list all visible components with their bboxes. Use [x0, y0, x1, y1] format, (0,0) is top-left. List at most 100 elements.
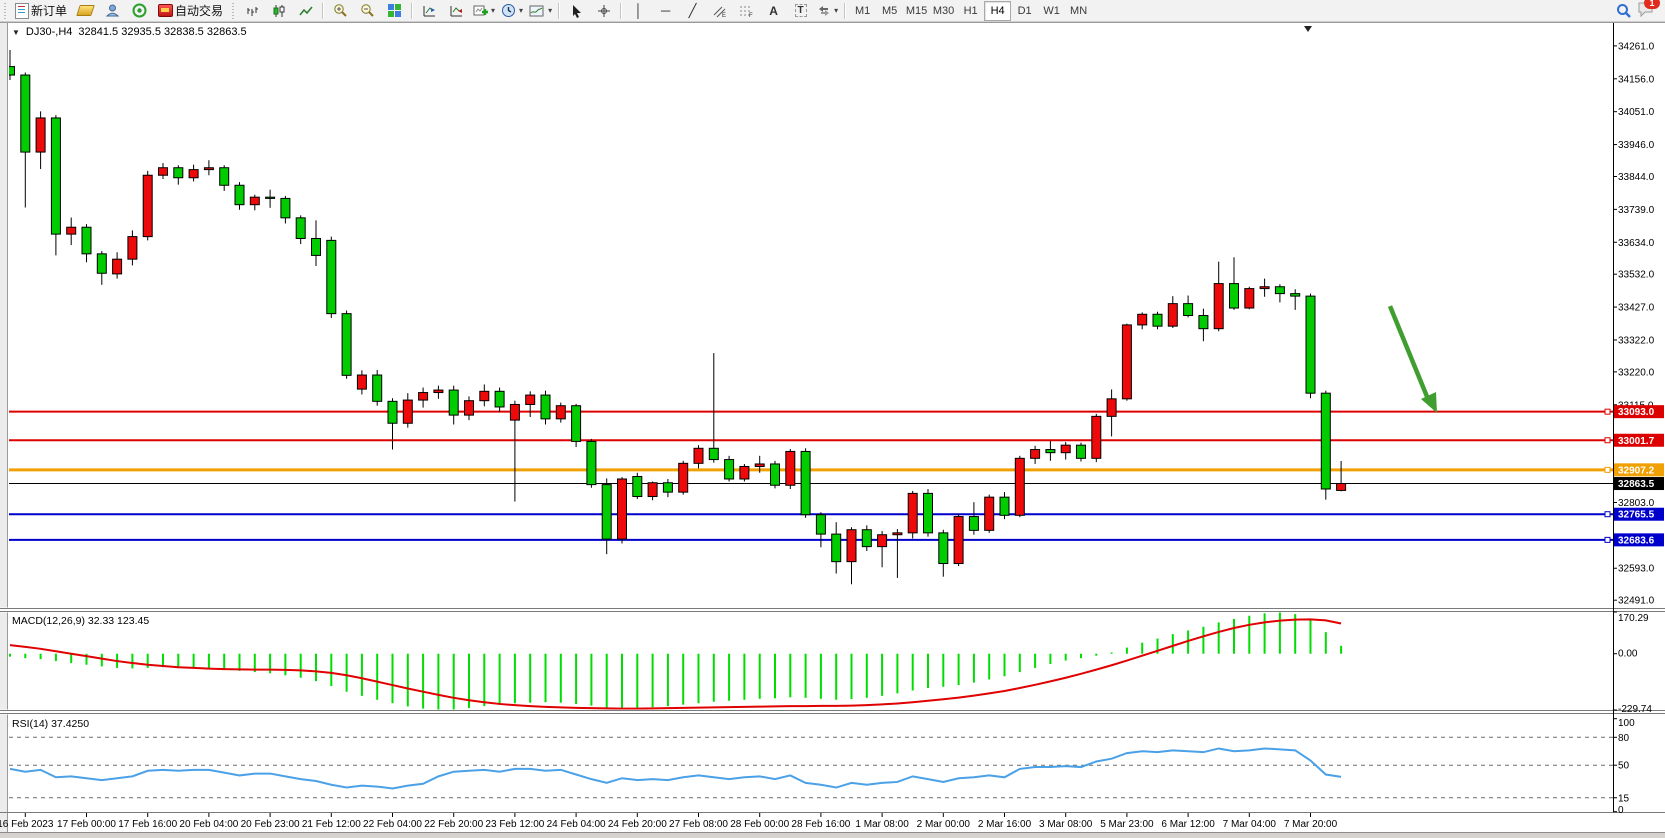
tf-m1[interactable]: M1 — [854, 4, 871, 17]
ohlc-values: 32841.5 32935.5 32838.5 32863.5 — [78, 26, 247, 38]
macd-signal-line — [9, 618, 1342, 710]
svg-text:2 Mar 16:00: 2 Mar 16:00 — [978, 819, 1032, 830]
chevron-down-icon: ▾ — [519, 6, 524, 15]
autoscroll-button[interactable] — [443, 0, 470, 21]
svg-text:7 Mar 04:00: 7 Mar 04:00 — [1223, 819, 1277, 830]
svg-text:33322.0: 33322.0 — [1618, 335, 1655, 346]
svg-text:32683.6: 32683.6 — [1618, 535, 1655, 546]
svg-text:1 Mar 08:00: 1 Mar 08:00 — [855, 819, 909, 830]
shift-marker-icon — [1304, 26, 1312, 32]
svg-text:33946.0: 33946.0 — [1618, 140, 1655, 151]
shift-end-button[interactable] — [416, 0, 443, 21]
cursor-icon — [573, 4, 582, 18]
text-tool[interactable]: A — [760, 0, 787, 21]
toolbar-drag-handle[interactable] — [230, 2, 237, 19]
window-left-edge — [0, 21, 8, 838]
candlestick-button[interactable] — [265, 0, 292, 21]
svg-text:50: 50 — [1618, 761, 1630, 772]
signal-button[interactable] — [126, 0, 153, 21]
fibonacci-tool[interactable]: F — [733, 0, 760, 21]
svg-text:80: 80 — [1618, 733, 1630, 744]
svg-text:5 Mar 23:00: 5 Mar 23:00 — [1100, 819, 1154, 830]
svg-text:20 Feb 04:00: 20 Feb 04:00 — [179, 819, 238, 830]
toolbar-drag-handle[interactable] — [2, 2, 8, 19]
svg-text:33427.0: 33427.0 — [1618, 303, 1655, 314]
tile-windows-button[interactable] — [381, 0, 408, 21]
channel-tool[interactable]: E — [706, 0, 733, 21]
template-icon — [529, 5, 544, 16]
cursor-button[interactable] — [563, 0, 590, 21]
chart-background — [0, 21, 1665, 838]
zoom-in-button[interactable] — [327, 0, 354, 21]
tf-d1[interactable]: D1 — [1017, 4, 1032, 17]
svg-text:32907.2: 32907.2 — [1618, 465, 1655, 476]
candlestick-layer — [5, 49, 1347, 585]
text-label-tool[interactable]: T — [787, 0, 814, 21]
news-button[interactable]: 1 — [1637, 0, 1660, 20]
toolbar-separator — [620, 2, 623, 19]
trendline-tool[interactable]: ╱ — [679, 0, 706, 21]
new-chart-icon — [473, 5, 489, 15]
toolbar-separator — [558, 2, 561, 19]
svg-text:E: E — [722, 13, 726, 18]
arrows-tool[interactable]: ▾ — [814, 0, 841, 21]
line-chart-icon — [298, 6, 313, 15]
tf-h1[interactable]: H1 — [963, 4, 978, 17]
zoom-out-icon — [361, 4, 374, 17]
svg-text:24 Feb 04:00: 24 Feb 04:00 — [547, 819, 606, 830]
profile-icon — [105, 4, 120, 17]
tf-h4[interactable]: H4 — [984, 0, 1012, 21]
channel-icon: E — [713, 6, 726, 18]
auto-trading-label: 自动交易 — [175, 4, 224, 18]
annotation-arrow — [1387, 305, 1437, 414]
svg-text:34261.0: 34261.0 — [1618, 41, 1655, 52]
period-button[interactable]: ▾ — [498, 0, 526, 21]
search-icon — [1616, 3, 1631, 18]
auto-trading-button[interactable]: 自动交易 — [153, 0, 228, 21]
svg-text:15: 15 — [1618, 793, 1630, 804]
hline-labels: 33093.0 33001.7 32907.2 32863.5 32765.5 32683… — [1604, 405, 1664, 547]
chart-canvas[interactable]: 34261.0 34156.0 34051.0 33946.0 33844.0 33739… — [0, 21, 1665, 838]
svg-text:34156.0: 34156.0 — [1618, 74, 1655, 85]
tf-m30[interactable]: M30 — [932, 4, 955, 17]
chevron-down-icon: ▾ — [834, 6, 839, 15]
bar-chart-button[interactable] — [238, 0, 265, 21]
search-button[interactable] — [1610, 0, 1637, 21]
template-button[interactable]: ▾ — [526, 0, 555, 21]
svg-text:34051.0: 34051.0 — [1618, 107, 1655, 118]
new-order-button[interactable]: 新订单 — [10, 0, 72, 21]
svg-text:17 Feb 16:00: 17 Feb 16:00 — [118, 819, 177, 830]
svg-text:2 Mar 00:00: 2 Mar 00:00 — [917, 819, 971, 830]
new-order-label: 新订单 — [31, 4, 68, 18]
crosshair-button[interactable] — [590, 0, 617, 21]
trendline-icon: ╱ — [688, 2, 697, 18]
tf-w1[interactable]: W1 — [1043, 4, 1060, 17]
symbol-dropdown-icon[interactable]: ▼ — [12, 27, 20, 37]
arrows-icon — [819, 5, 830, 16]
new-chart-button[interactable]: ▾ — [470, 0, 498, 21]
svg-text:32803.0: 32803.0 — [1618, 498, 1655, 509]
svg-text:33001.7: 33001.7 — [1618, 436, 1655, 447]
profile-button[interactable] — [99, 0, 126, 21]
tf-m5[interactable]: M5 — [881, 4, 898, 17]
svg-text:17 Feb 00:00: 17 Feb 00:00 — [57, 819, 116, 830]
fibonacci-icon: F — [740, 6, 753, 18]
rsi-axis: 100 80 50 150 — [1613, 718, 1635, 816]
zoom-out-button[interactable] — [354, 0, 381, 21]
line-chart-button[interactable] — [292, 0, 319, 21]
vertical-line-tool[interactable]: │ — [625, 0, 652, 21]
svg-text:33093.0: 33093.0 — [1618, 407, 1655, 418]
vline-icon: │ — [634, 3, 643, 18]
svg-text:33634.0: 33634.0 — [1618, 238, 1655, 249]
text-label-icon: T — [794, 4, 807, 17]
tf-mn[interactable]: MN — [1070, 4, 1088, 17]
tf-m15[interactable]: M15 — [905, 4, 928, 17]
horizontal-line-tool[interactable]: ─ — [652, 0, 679, 21]
zoom-in-icon — [334, 4, 347, 17]
autotrade-icon — [158, 4, 174, 17]
tile-windows-icon — [388, 4, 402, 17]
new-order-icon — [15, 2, 29, 19]
svg-text:28 Feb 16:00: 28 Feb 16:00 — [791, 819, 850, 830]
gold-button[interactable] — [72, 0, 99, 21]
svg-text:27 Feb 08:00: 27 Feb 08:00 — [669, 819, 728, 830]
